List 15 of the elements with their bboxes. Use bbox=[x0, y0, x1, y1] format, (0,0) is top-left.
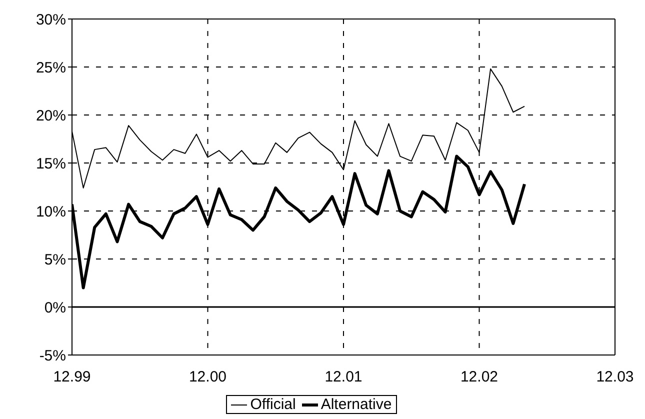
x-tick-label: 12.02 bbox=[460, 368, 498, 386]
y-tick-label: 15% bbox=[36, 155, 66, 172]
x-tick-label: 12.99 bbox=[53, 368, 91, 386]
y-tick-label: 25% bbox=[36, 59, 66, 76]
y-tick-label: 5% bbox=[44, 251, 66, 268]
legend-label: Official bbox=[249, 396, 296, 413]
x-tick-label: 12.03 bbox=[596, 368, 634, 386]
x-tick-label: 12.01 bbox=[324, 368, 362, 386]
y-tick-label: 0% bbox=[44, 299, 66, 316]
x-tick-label: 12.00 bbox=[188, 368, 227, 386]
legend-label: Alternative bbox=[320, 396, 392, 413]
y-tick-label: 30% bbox=[36, 11, 66, 28]
y-tick-label: -5% bbox=[39, 347, 66, 364]
y-tick-label: 10% bbox=[36, 203, 66, 220]
y-tick-label: 20% bbox=[36, 107, 66, 124]
